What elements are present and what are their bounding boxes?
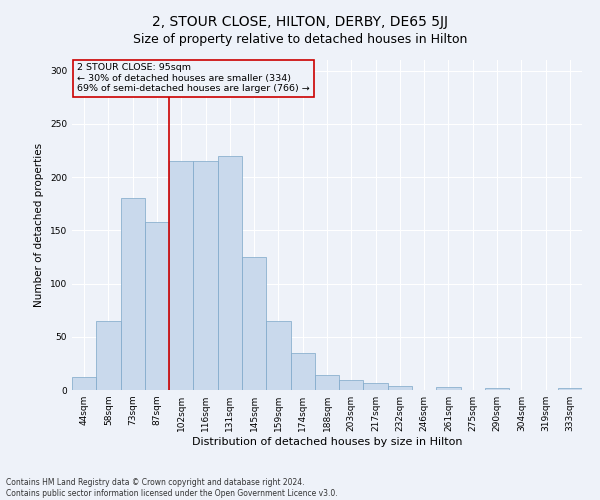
Bar bbox=[436, 387, 461, 390]
X-axis label: Distribution of detached houses by size in Hilton: Distribution of detached houses by size … bbox=[192, 437, 462, 447]
Text: 2, STOUR CLOSE, HILTON, DERBY, DE65 5JJ: 2, STOUR CLOSE, HILTON, DERBY, DE65 5JJ bbox=[152, 15, 448, 29]
Text: Size of property relative to detached houses in Hilton: Size of property relative to detached ho… bbox=[133, 32, 467, 46]
Bar bbox=[72, 377, 96, 390]
Bar bbox=[242, 257, 266, 390]
Bar bbox=[388, 386, 412, 390]
Bar bbox=[339, 380, 364, 390]
Y-axis label: Number of detached properties: Number of detached properties bbox=[34, 143, 44, 307]
Bar bbox=[290, 352, 315, 390]
Bar bbox=[145, 222, 169, 390]
Bar bbox=[96, 321, 121, 390]
Bar bbox=[193, 161, 218, 390]
Bar bbox=[218, 156, 242, 390]
Bar bbox=[121, 198, 145, 390]
Bar bbox=[169, 161, 193, 390]
Text: 2 STOUR CLOSE: 95sqm
← 30% of detached houses are smaller (334)
69% of semi-deta: 2 STOUR CLOSE: 95sqm ← 30% of detached h… bbox=[77, 64, 310, 93]
Bar bbox=[558, 388, 582, 390]
Text: Contains HM Land Registry data © Crown copyright and database right 2024.
Contai: Contains HM Land Registry data © Crown c… bbox=[6, 478, 338, 498]
Bar bbox=[266, 321, 290, 390]
Bar bbox=[364, 382, 388, 390]
Bar bbox=[315, 375, 339, 390]
Bar bbox=[485, 388, 509, 390]
